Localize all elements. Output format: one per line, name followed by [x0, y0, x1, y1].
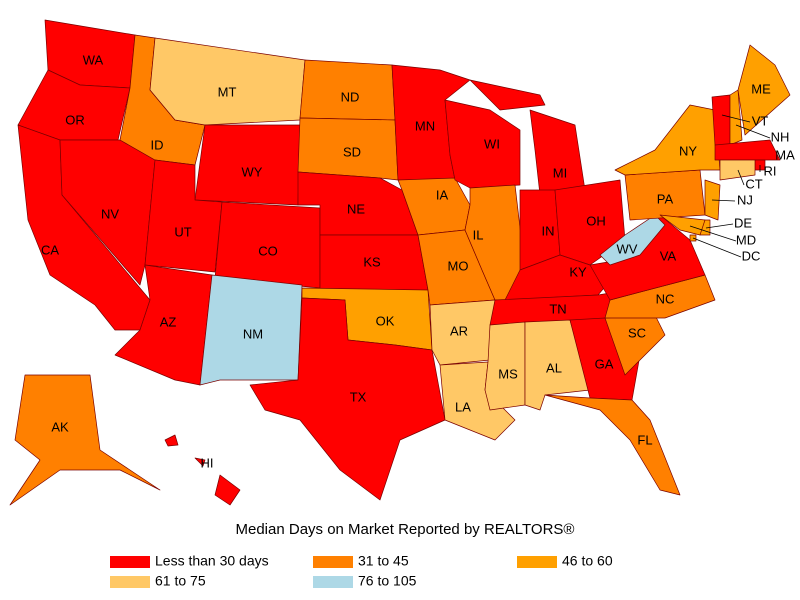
state-shape — [249, 297, 446, 501]
state-label: DC — [742, 248, 761, 263]
legend-label: 31 to 45 — [358, 553, 409, 569]
state-shape — [544, 394, 681, 496]
legend-swatch — [110, 576, 150, 588]
state-label: OH — [586, 213, 606, 228]
state-label: NJ — [737, 192, 753, 207]
leader-line — [737, 169, 745, 186]
state-label: DE — [734, 215, 752, 230]
state-shape — [529, 109, 586, 196]
state-label: IN — [542, 223, 555, 238]
state-label: UT — [174, 224, 191, 239]
legend-swatch — [517, 556, 557, 568]
leader-line — [692, 237, 742, 258]
state-shape — [194, 457, 206, 467]
state-label: MT — [218, 84, 237, 99]
leader-line — [721, 114, 751, 123]
state-label: CA — [41, 242, 59, 257]
state-label: HI — [201, 455, 214, 470]
state-label: MI — [553, 165, 567, 180]
state-shape — [469, 79, 546, 111]
state-label: OK — [376, 313, 395, 328]
state-label: MS — [498, 366, 518, 381]
state-label: NH — [771, 129, 790, 144]
state-label: WV — [617, 241, 638, 256]
state-label: TN — [549, 301, 566, 316]
state-label: IL — [473, 227, 484, 242]
state-shape — [719, 159, 756, 181]
state-label: SC — [628, 325, 646, 340]
state-label: NY — [679, 143, 697, 158]
state-label: KS — [363, 254, 381, 269]
state-label: NM — [243, 326, 263, 341]
state-labels: WA OR CA NV ID MT WY UT CO AZ NM ND SD NE KS OK TX MN IA MO… — [41, 52, 795, 470]
state-label: WI — [484, 136, 500, 151]
state-label: LA — [455, 399, 471, 414]
state-shape — [444, 99, 521, 189]
legend-label: 46 to 60 — [562, 553, 613, 569]
state-label: VT — [752, 113, 769, 128]
state-label: AZ — [160, 314, 177, 329]
state-label: PA — [657, 191, 674, 206]
state-label: MD — [736, 232, 756, 247]
leader-line — [705, 223, 734, 229]
state-shape — [599, 214, 666, 266]
state-shape — [214, 474, 241, 506]
state-label: IA — [436, 187, 449, 202]
state-label: KY — [569, 264, 587, 279]
state-label: SD — [343, 144, 361, 159]
state-label: NV — [101, 206, 119, 221]
leader-line — [735, 124, 771, 139]
legend-label: Less than 30 days — [155, 553, 269, 569]
state-label: MO — [448, 258, 469, 273]
state-label: TX — [350, 389, 367, 404]
state-shape — [199, 274, 303, 386]
leader-line — [689, 225, 737, 242]
state-label: GA — [595, 356, 614, 371]
state-shape — [711, 94, 731, 146]
legend: Less than 30 days 31 to 45 46 to 60 61 to 7… — [110, 553, 613, 589]
state-shape — [149, 37, 306, 126]
state-label: NE — [347, 201, 365, 216]
state-label: ID — [151, 137, 164, 152]
legend-swatch — [110, 556, 150, 568]
state-label: VA — [660, 248, 677, 263]
state-label: AK — [51, 419, 69, 434]
state-label: AR — [450, 323, 468, 338]
state-label: AL — [546, 360, 562, 375]
state-shape — [9, 374, 161, 506]
state-shape — [429, 299, 496, 366]
state-label: CT — [745, 176, 762, 191]
legend-swatch — [313, 576, 353, 588]
state-label: WA — [83, 52, 104, 67]
state-label: ND — [341, 89, 360, 104]
legend-swatch — [313, 556, 353, 568]
state-label: RI — [764, 163, 777, 178]
map-title: Median Days on Market Reported by REALTO… — [236, 521, 575, 538]
state-label: MA — [775, 147, 795, 162]
leader-line — [711, 199, 736, 202]
state-label: CO — [258, 243, 278, 258]
state-shape — [729, 89, 743, 146]
state-label: OR — [65, 112, 85, 127]
state-shape — [714, 139, 781, 161]
state-shape — [659, 214, 706, 236]
states — [9, 19, 791, 506]
legend-label: 61 to 75 — [155, 573, 206, 589]
state-shape — [164, 434, 179, 447]
state-label: MN — [415, 118, 435, 133]
state-shape — [614, 104, 721, 176]
legend-label: 76 to 105 — [358, 573, 417, 589]
state-shape — [737, 44, 791, 136]
state-label: WY — [242, 164, 263, 179]
state-label: NC — [656, 291, 675, 306]
state-label: FL — [637, 432, 652, 447]
state-label: ME — [751, 81, 771, 96]
state-shape — [297, 117, 399, 181]
